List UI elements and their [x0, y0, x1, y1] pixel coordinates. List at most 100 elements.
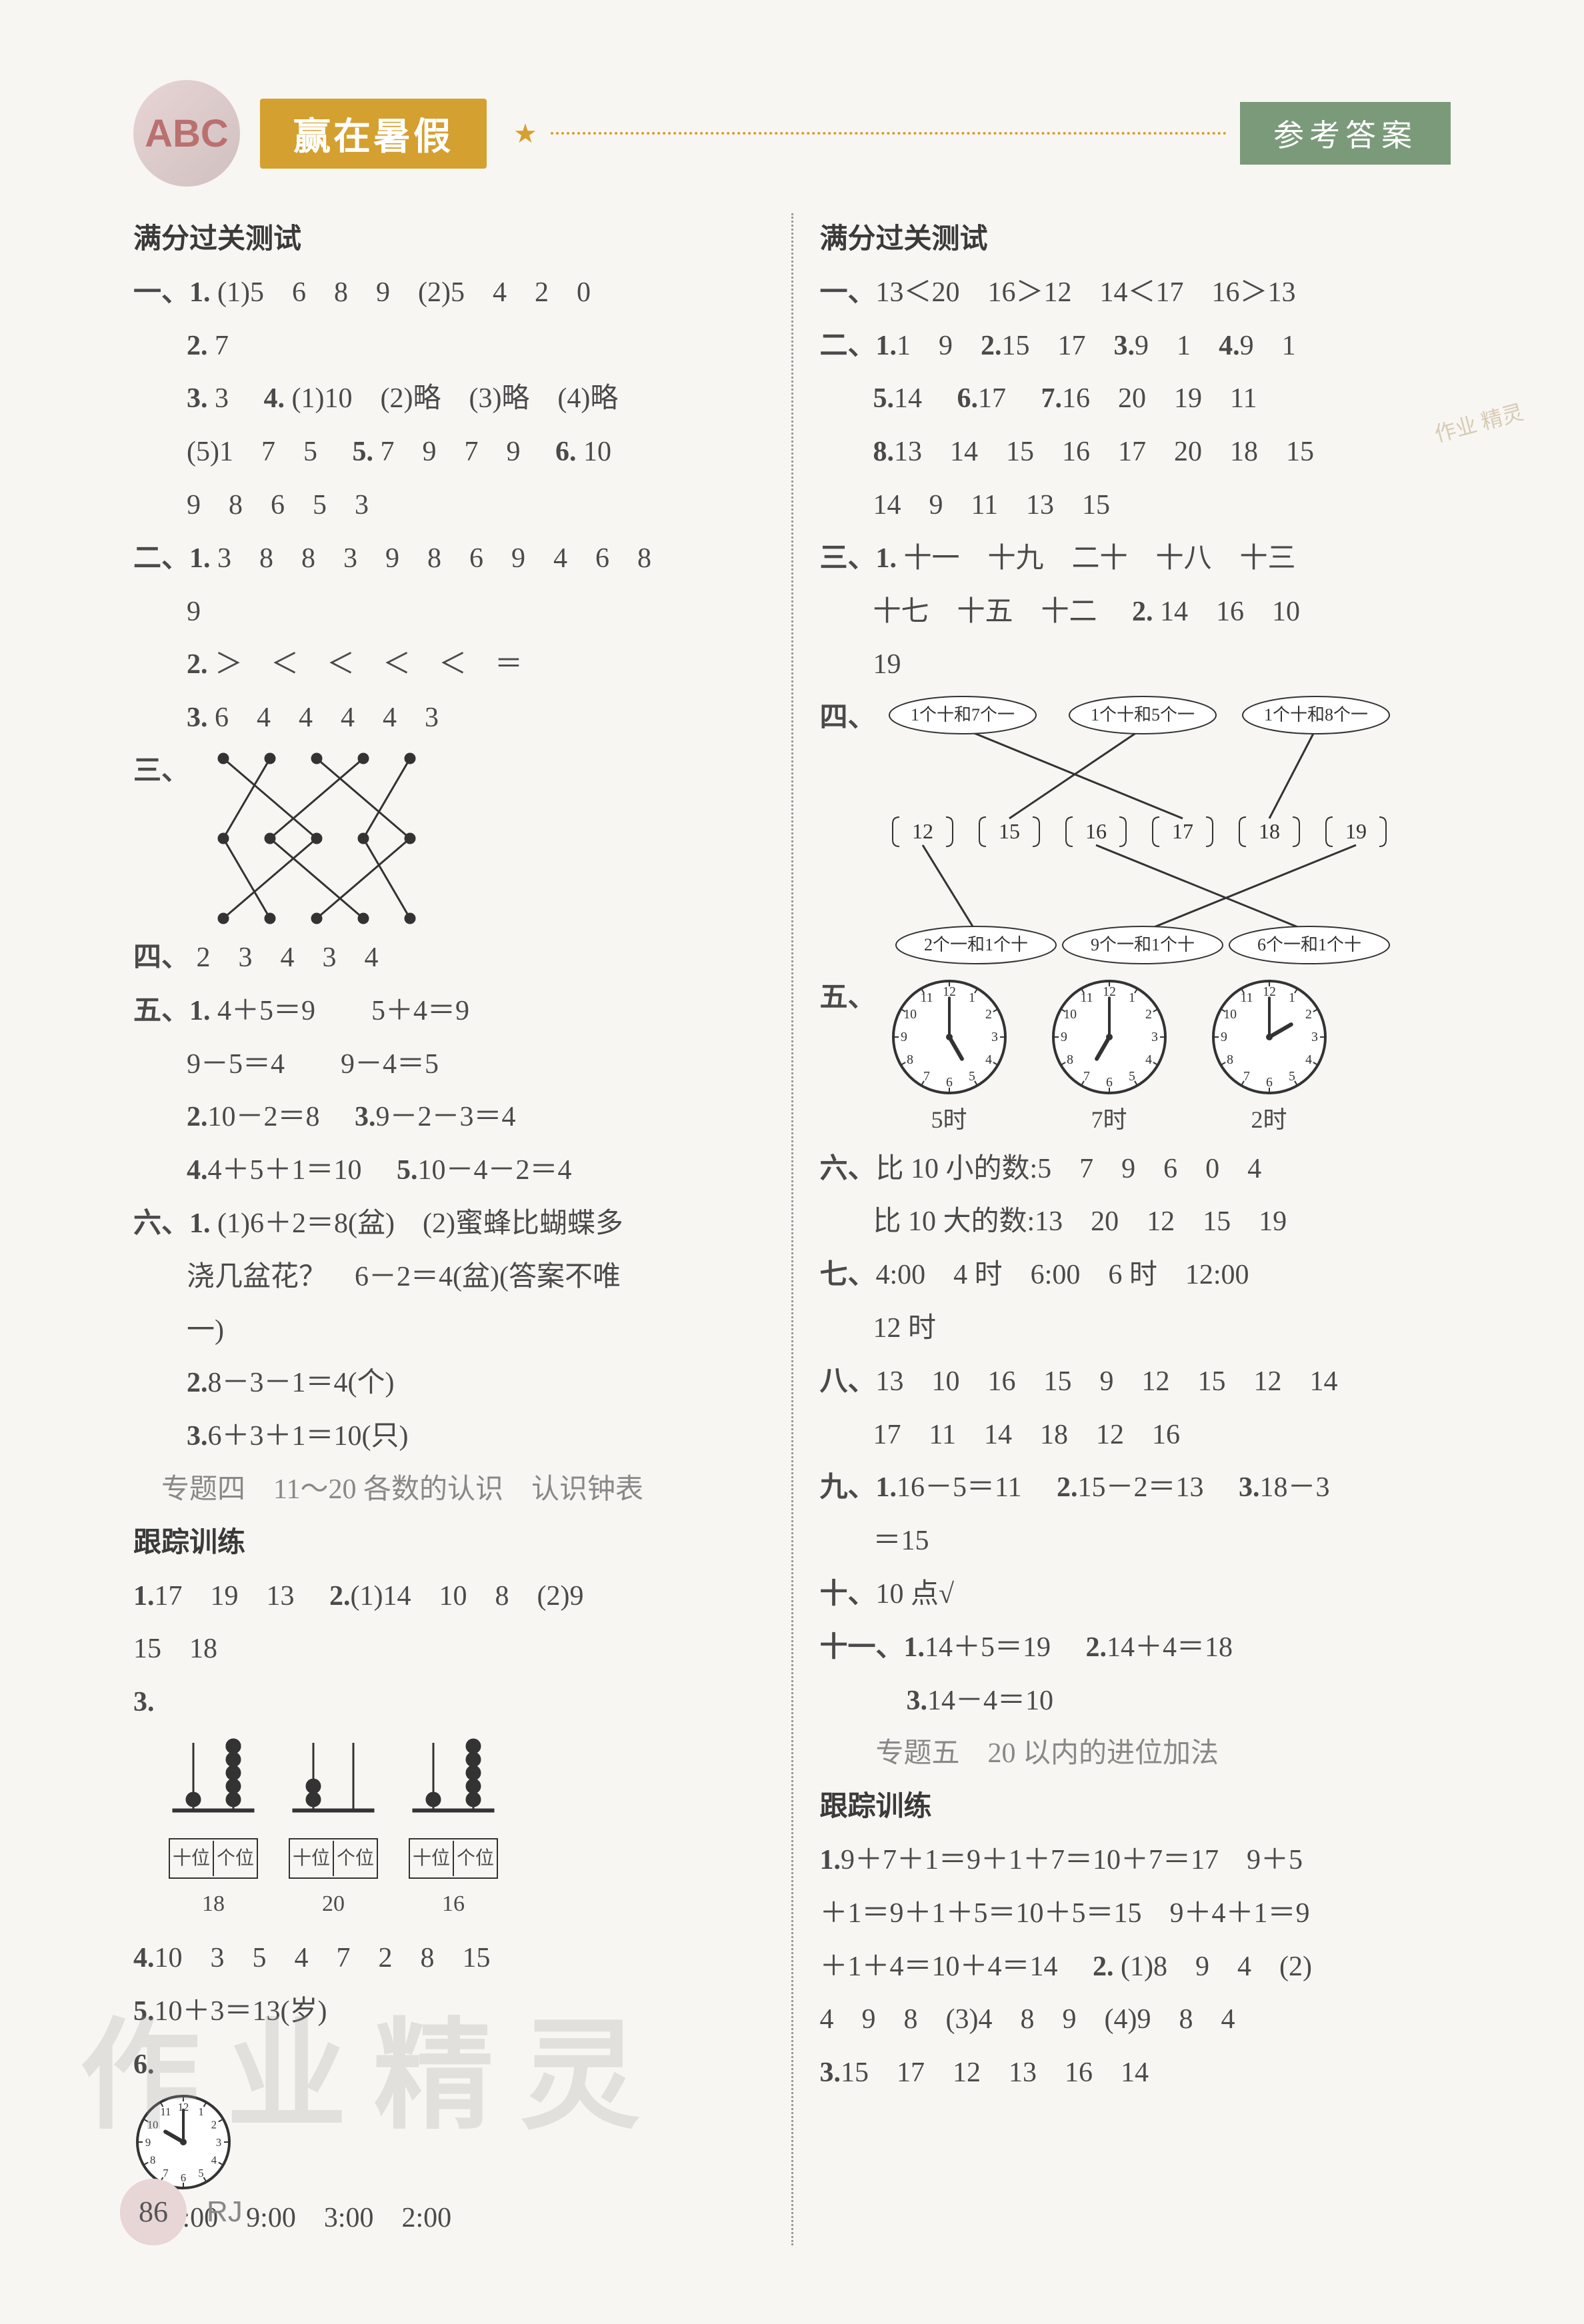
- text: 一): [187, 1315, 224, 1346]
- l-s5-l2: 9－5＝4 9－4＝5: [187, 1038, 765, 1092]
- r-s3-l3: 19: [873, 638, 1451, 692]
- svg-text:9: 9: [145, 2136, 151, 2149]
- num: 3.: [187, 702, 208, 733]
- t: 14＋5＝19: [925, 1632, 1079, 1663]
- logo-area: ABC 赢在暑假 ★: [133, 80, 537, 187]
- text: 2 3 4 3 4: [197, 942, 379, 973]
- topic5: 专题五 20 以内的进位加法: [820, 1728, 1451, 1781]
- r-s9-l1: 九、1.16－5＝11 2.15－2＝13 3.18－3: [820, 1462, 1451, 1515]
- text: 17 19 13: [155, 1581, 323, 1612]
- text: 10 3 5 4 7 2 8 15: [155, 1943, 491, 1973]
- svg-text:6: 6: [1106, 1075, 1113, 1090]
- text: 9－5＝4 9－4＝5: [187, 1049, 439, 1080]
- r-tt1d: ＋1＋4＝10＋4＝14 2. (1)8 9 4 (2): [820, 1941, 1451, 1994]
- svg-text:6: 6: [1266, 1075, 1273, 1090]
- left-track-title: 跟踪训练: [133, 1517, 765, 1570]
- column-divider: [791, 213, 793, 2245]
- svg-text:10: 10: [1223, 1007, 1237, 1022]
- n: 2.: [1132, 596, 1153, 627]
- svg-text:9: 9: [901, 1030, 907, 1044]
- svg-text:7: 7: [163, 2167, 168, 2179]
- t: (1)8 9 4 (2): [1121, 1951, 1312, 1982]
- n: 4.: [1219, 331, 1240, 361]
- l-s1-l2: 2. 7: [187, 320, 765, 373]
- t: 14 16 10: [1160, 596, 1300, 627]
- text: 9 8 6 5 3: [187, 490, 369, 521]
- l-s6-l2: 2.8－3－1＝4(个): [187, 1357, 765, 1410]
- t: 15 17: [1002, 331, 1114, 361]
- text: ＞ ＜ ＜ ＜ ＜ ＝: [215, 649, 523, 680]
- t: 15 17 12 13 16 14: [841, 2057, 1149, 2088]
- shi: 十位: [173, 1841, 210, 1876]
- l-s5-l4: 4.4＋5＋1＝10 5.10－4－2＝4: [187, 1144, 765, 1198]
- label: 五、: [820, 972, 876, 1025]
- n: 2.: [1093, 1951, 1114, 1982]
- abacus-val: 18: [167, 1883, 260, 1926]
- t: 12 时: [873, 1313, 937, 1344]
- svg-text:10: 10: [147, 2118, 159, 2131]
- answer-badge: 参考答案: [1240, 102, 1451, 165]
- ge: 个位: [337, 1841, 374, 1876]
- t: ＝15: [873, 1526, 929, 1556]
- header-dots: [551, 132, 1227, 135]
- star-icon: ★: [513, 118, 537, 149]
- n: 1.: [876, 331, 897, 361]
- svg-text:12: 12: [912, 819, 933, 843]
- t: 比 10 小的数:5 7 9 6 0 4: [876, 1154, 1262, 1184]
- l-s1-l3: 3. 3 4. (1)10 (2)略 (3)略 (4)略: [187, 373, 765, 426]
- svg-text:3: 3: [216, 2136, 221, 2149]
- shi: 十位: [293, 1841, 330, 1876]
- l-s1-l4: (5)1 7 5 5. 7 9 7 9 6. 10: [187, 426, 765, 479]
- label: 六、: [133, 1208, 189, 1239]
- text: 13＜20 16＞12 14＜17 16＞13: [876, 277, 1296, 308]
- l-s6-l3: 3.6＋3＋1＝10(只): [187, 1410, 765, 1464]
- network-diagram: 1个十和7个一1个十和5个一1个十和8个一1215161718192个一和1个十…: [876, 692, 1409, 972]
- num: 2.: [187, 1102, 208, 1132]
- n: 8.: [873, 437, 895, 467]
- text: (1)10 (2)略 (3)略 (4)略: [292, 383, 619, 414]
- r-tt1: 1.9＋7＋1＝9＋1＋7＝10＋7＝17 9＋5: [820, 1834, 1451, 1887]
- text: 7 9 7 9: [380, 437, 548, 467]
- t: 比 10 大的数:13 20 12 15 19: [873, 1206, 1287, 1237]
- text: 3 8 8 3 9 8 6 9 4 6 8: [217, 543, 651, 574]
- svg-text:2: 2: [1145, 1007, 1151, 1022]
- clock-label: 7时: [1049, 1097, 1169, 1142]
- t: 13 14 15 16 17 20 18 15: [894, 437, 1314, 467]
- t: 4 9 8 (3)4 8 9 (4)9 8 4: [820, 2004, 1235, 2035]
- text: 专题四 11～20 各数的认识 认识钟表: [161, 1474, 643, 1505]
- ge: 个位: [457, 1841, 494, 1876]
- t: 16－5＝11: [897, 1472, 1049, 1503]
- r-s7-l1: 七、4:00 4 时 6:00 6 时 12:00: [820, 1249, 1451, 1302]
- label: 三、: [133, 756, 189, 786]
- t: 十七 十五 十二: [873, 596, 1125, 627]
- num: 1.: [133, 1581, 155, 1612]
- page-number: 86: [120, 2179, 187, 2245]
- shi: 十位: [413, 1841, 450, 1876]
- num: 2.: [187, 1368, 208, 1398]
- text: 3: [215, 383, 257, 414]
- l-s4: 四、 2 3 4 3 4: [133, 932, 765, 985]
- abacus-val: 20: [287, 1883, 380, 1926]
- abacus-3: 十位个位 16: [407, 1736, 500, 1925]
- r-s3-l2: 十七 十五 十二 2. 14 16 10: [873, 586, 1451, 639]
- svg-text:3: 3: [1311, 1030, 1318, 1044]
- l-s5-l1: 五、1. 4＋5＝9 5＋4＝9: [133, 985, 765, 1038]
- t: 16 20 19 11: [1062, 383, 1257, 414]
- r-s10: 十、10 点√: [820, 1568, 1451, 1622]
- svg-text:2: 2: [1305, 1007, 1311, 1022]
- svg-text:8: 8: [150, 2153, 155, 2166]
- n: 3.: [1114, 331, 1135, 361]
- svg-text:1个十和8个一: 1个十和8个一: [1264, 705, 1368, 724]
- svg-text:11: 11: [1080, 990, 1093, 1005]
- svg-text:1个十和7个一: 1个十和7个一: [911, 705, 1015, 724]
- clock-item: 1234567891011125时: [889, 977, 1009, 1142]
- r-s8-l1: 八、13 10 16 15 9 12 15 12 14: [820, 1356, 1451, 1409]
- clock-icon: 123456789101112: [1209, 977, 1329, 1097]
- text: 9: [187, 596, 201, 627]
- r-s6-l1: 六、比 10 小的数:5 7 9 6 0 4: [820, 1143, 1451, 1196]
- num: 3.: [187, 1421, 208, 1452]
- r-tt1c: ＋1＝9＋1＋5＝10＋5＝15 9＋4＋1＝9: [820, 1887, 1451, 1941]
- svg-text:8: 8: [907, 1052, 913, 1067]
- label: 二、: [820, 331, 876, 361]
- label: 一、: [133, 277, 189, 308]
